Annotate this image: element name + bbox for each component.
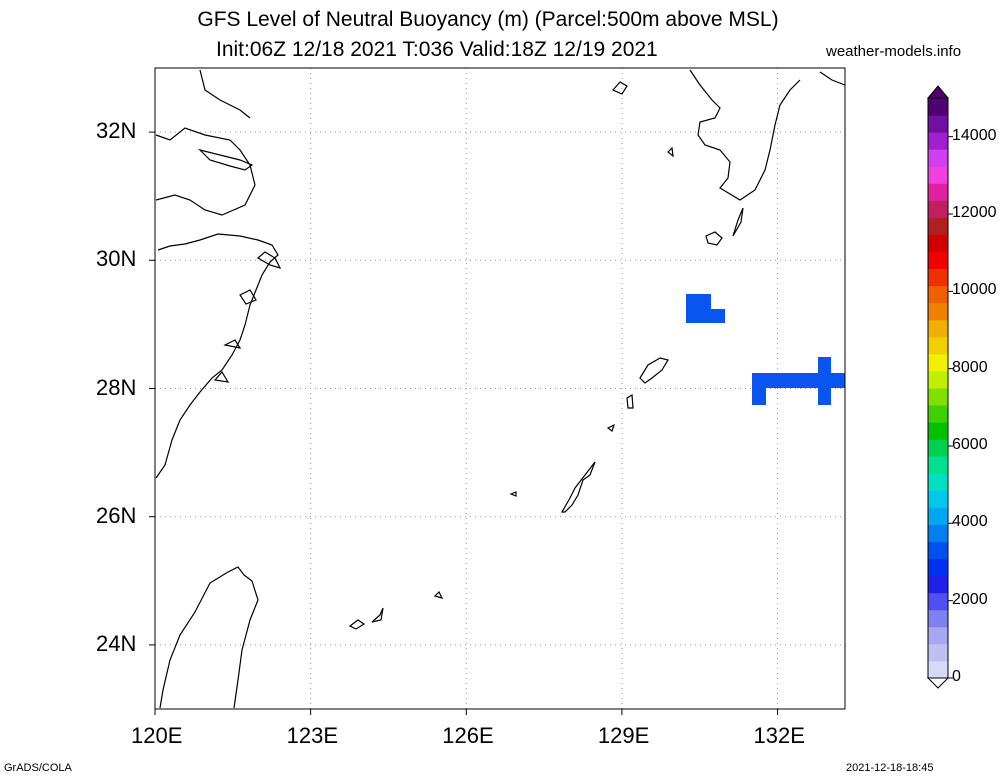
colorbar-segment xyxy=(928,541,948,560)
y-tick-label: 26N xyxy=(96,502,137,528)
colorbar-segment xyxy=(928,643,948,662)
colorbar-segment xyxy=(928,183,948,201)
x-tick-label: 126E xyxy=(442,723,494,748)
colorbar-label: 4000 xyxy=(952,513,988,531)
colorbar-segment xyxy=(928,473,948,491)
y-tick-label: 30N xyxy=(96,246,137,272)
x-tick-label: 129E xyxy=(597,723,650,748)
coast-yangtze xyxy=(198,148,254,171)
colorbar-segment xyxy=(928,592,948,611)
colorbar-label: 0 xyxy=(952,668,961,685)
coast-island-a xyxy=(705,231,723,246)
x-tick-label: 120E xyxy=(131,723,183,748)
coast-zhoushan xyxy=(256,251,282,269)
site-credit: weather-models.info xyxy=(826,43,962,60)
coast-china xyxy=(155,233,279,479)
coastlines xyxy=(155,69,846,709)
coast-china-islands xyxy=(213,289,257,383)
colorbar-label: 14000 xyxy=(952,126,997,144)
colorbar-segment xyxy=(928,490,948,508)
colorbar-segment xyxy=(928,166,948,184)
grid-lines xyxy=(154,68,845,709)
colorbar-segment xyxy=(928,251,948,270)
y-tick-label: 24N xyxy=(96,630,137,656)
colorbar-segment xyxy=(928,609,948,628)
colorbar-segment xyxy=(928,422,948,440)
coast-iriomote xyxy=(348,619,366,630)
colorbar xyxy=(926,85,953,689)
coast-island-c xyxy=(612,81,628,95)
colorbar-segment xyxy=(928,319,948,338)
colorbar-segment xyxy=(928,353,948,372)
x-tick-label: 132E xyxy=(753,723,805,748)
field-cell xyxy=(752,357,845,405)
x-tick-marks xyxy=(154,709,779,715)
colorbar-segment xyxy=(928,149,948,167)
colorbar-frame xyxy=(927,97,949,679)
field-cell xyxy=(686,294,725,323)
coast-china-north xyxy=(155,127,256,216)
coast-japan-east xyxy=(819,71,846,86)
colorbar-label: 10000 xyxy=(952,281,997,299)
colorbar-segment xyxy=(928,268,948,287)
colorbar-segment xyxy=(928,575,948,594)
chart-title: GFS Level of Neutral Buoyancy (m) (Parce… xyxy=(197,8,779,31)
colorbar-segment xyxy=(928,507,948,525)
colorbar-segment xyxy=(928,285,948,304)
y-tick-label: 32N xyxy=(96,118,137,144)
colorbar-segment xyxy=(928,388,948,406)
colorbar-segment xyxy=(928,217,948,235)
colorbar-label: 6000 xyxy=(952,436,988,453)
colorbar-segment xyxy=(928,302,948,321)
colorbar-segment xyxy=(928,439,948,457)
y-tick-label: 28N xyxy=(96,374,137,400)
coast-kyushu xyxy=(689,69,801,201)
colorbar-segment xyxy=(928,405,948,423)
colorbar-segment xyxy=(928,98,948,116)
x-tick-label: 123E xyxy=(286,723,339,748)
coast-miyako xyxy=(433,590,444,599)
coast-okinawa xyxy=(560,461,596,513)
footer-timestamp: 2021-12-18-18:45 xyxy=(846,762,934,774)
coast-china-top xyxy=(199,69,251,119)
footer-credit: GrADS/COLA xyxy=(4,762,72,774)
coast-okinoerabu xyxy=(606,423,616,432)
colorbar-label: 12000 xyxy=(952,204,997,221)
coast-kume xyxy=(509,491,517,497)
y-tick-marks xyxy=(149,131,155,646)
colorbar-bottom-arrow xyxy=(926,677,950,689)
field-cells xyxy=(686,294,845,405)
coast-koshiki xyxy=(667,146,674,158)
colorbar-segment xyxy=(928,524,948,543)
coast-amami xyxy=(639,357,669,384)
colorbar-segment xyxy=(928,336,948,355)
colorbar-segment xyxy=(928,626,948,645)
colorbar-segment xyxy=(928,200,948,218)
colorbar-label: 8000 xyxy=(952,358,988,376)
colorbar-segment xyxy=(928,558,948,577)
coast-tokunoshima xyxy=(626,393,634,409)
coast-taiwan xyxy=(159,566,259,709)
coast-ishigaki xyxy=(371,607,384,623)
colorbar-segment xyxy=(928,660,948,679)
colorbar-segment xyxy=(928,370,948,389)
colorbar-segment xyxy=(928,115,948,133)
colorbar-segment xyxy=(928,456,948,474)
chart-subtitle: Init:06Z 12/18 2021 T:036 Valid:18Z 12/1… xyxy=(216,38,658,61)
colorbar-top-arrow xyxy=(926,85,950,99)
colorbar-label: 2000 xyxy=(952,590,988,608)
coast-island-b xyxy=(732,207,744,237)
colorbar-segment xyxy=(928,132,948,150)
colorbar-segment xyxy=(928,234,948,253)
